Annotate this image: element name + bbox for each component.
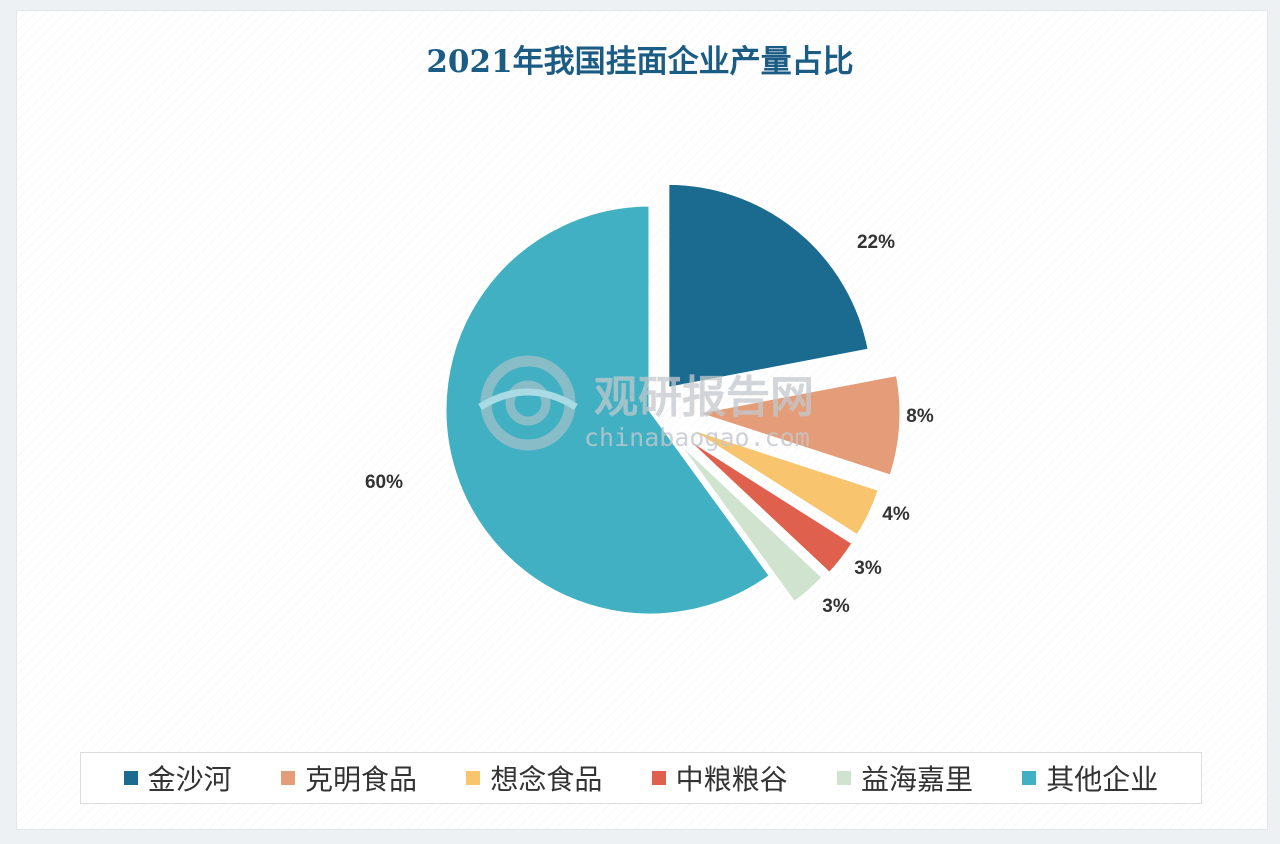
data-label-jinshahe: 22% — [857, 232, 895, 253]
legend-item-yihai: 益海嘉里 — [836, 758, 973, 798]
data-label-keming: 8% — [906, 406, 934, 427]
pie-slice-zhongliang — [678, 431, 855, 576]
legend-label: 其他企业 — [1046, 763, 1159, 796]
watermark-logo-icon — [478, 355, 578, 451]
legend-item-zhongliang: 中粮粮谷 — [651, 758, 788, 798]
legend-swatch — [280, 771, 295, 785]
pie-slice-xiangnian — [682, 424, 881, 538]
data-label-zhongliang: 3% — [854, 558, 882, 579]
legend-swatch — [1022, 771, 1037, 785]
legend-label: 想念食品 — [490, 763, 603, 796]
data-label-xiangnian: 4% — [882, 504, 910, 525]
watermark: 观研报告网 chinabaogao.com — [478, 355, 814, 452]
legend-swatch — [123, 771, 138, 785]
legend-item-keming: 克明食品 — [280, 758, 417, 798]
data-label-yihai: 3% — [822, 596, 850, 617]
legend-swatch — [466, 771, 481, 785]
legend-label: 中粮粮谷 — [675, 763, 788, 796]
watermark-text: 观研报告网 — [594, 372, 814, 423]
pie-slice-other — [443, 203, 772, 617]
legend-item-xiangnian: 想念食品 — [466, 758, 602, 798]
legend-item-jinshahe: 金沙河 — [123, 758, 232, 798]
chart-title: 2021年我国挂面企业产量占比 — [426, 44, 854, 80]
legend-item-other: 其他企业 — [1022, 758, 1158, 798]
legend-label: 克明食品 — [304, 763, 417, 796]
pie-slice-keming — [694, 372, 903, 478]
legend-label: 益海嘉里 — [860, 763, 973, 796]
pie-slice-yihai — [672, 435, 825, 605]
legend: 金沙河 克明食品 想念食品 中粮粮谷 益海嘉里 其他企业 — [80, 752, 1202, 804]
legend-swatch — [836, 771, 851, 785]
watermark-url: chinabaogao.com — [584, 423, 810, 452]
legend-label: 金沙河 — [147, 763, 232, 796]
data-label-other: 60% — [365, 472, 403, 493]
pie-slice-jinshahe — [666, 181, 871, 390]
legend-swatch — [651, 771, 666, 785]
